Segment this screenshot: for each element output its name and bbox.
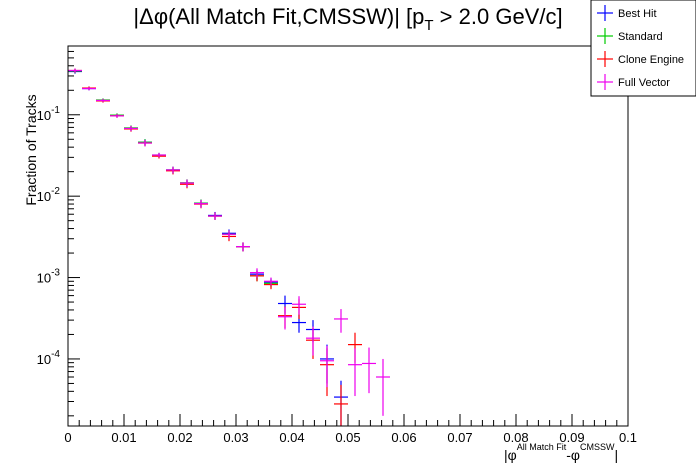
data-point [166,166,180,174]
chart-title: |Δφ(All Match Fit,CMSSW)| [pT > 2.0 GeV/… [133,4,562,34]
data-point [124,125,138,132]
x-tick-label: 0.02 [167,430,192,445]
series-full-vector [68,68,390,416]
x-axis-title-part: |φ [504,447,517,463]
x-axis-title: |φAll Match Fit-φCMSSW| [504,442,618,463]
x-tick-label: 0.08 [503,430,528,445]
x-tick-label: 0 [64,430,71,445]
y-tick-label: 10-1 [37,105,61,123]
legend-label: Full Vector [618,77,670,89]
x-tick-label: 0.05 [335,430,360,445]
data-point [110,114,124,118]
data-point [68,68,82,73]
data-point [180,179,194,187]
x-axis-title-part: | [614,447,618,463]
x-tick-label: 0.06 [391,430,416,445]
data-point [278,307,292,330]
x-tick-label: 0.04 [279,430,304,445]
data-point [222,230,236,239]
data-point [376,358,390,416]
data-point [250,268,264,278]
data-point [306,326,320,356]
y-axis-title: Fraction of Tracks [23,94,39,205]
y-tick-exponent: -2 [51,186,60,197]
data-point [292,296,306,315]
data-point [96,98,110,103]
data-point [264,277,278,286]
x-tick-label: 0.01 [111,430,136,445]
data-point [334,309,348,333]
legend-label: Best Hit [618,8,657,20]
data-layer [68,68,390,426]
legend-label: Clone Engine [618,54,684,66]
data-point [152,152,166,158]
x-axis-title-part: -φ [566,447,580,463]
y-tick-exponent: -3 [51,268,60,279]
x-tick-label: 0.03 [223,430,248,445]
y-tick-base: 10 [37,189,51,204]
legend-entry: Standard [597,28,663,44]
x-tick-label: 0.07 [447,430,472,445]
data-point [348,348,362,397]
legend-box [590,0,696,97]
x-tick-label: 0.09 [559,430,584,445]
data-point [194,199,208,208]
y-tick-base: 10 [37,352,51,367]
data-point [334,384,348,426]
y-tick-base: 10 [37,271,51,286]
data-point [362,347,376,394]
data-point [82,86,96,91]
chart-title-subscript: T [424,17,433,34]
axis-layer: 0 0.01 0.02 0.03 0.04 0.05 0.06 0.07 0.08 0.09 0.1… [37,50,637,445]
x-axis-title-superscript: CMSSW [580,442,615,452]
y-tick-label: 10-3 [37,268,61,286]
chart-title-prefix: |Δφ(All Match Fit,CMSSW)| [p [133,4,424,29]
y-tick-label: 10-2 [37,186,61,204]
data-point [208,212,222,220]
x-axis-title-superscript: All Match Fit [517,442,567,452]
y-tick-base: 10 [37,108,51,123]
y-tick-label: 10-4 [37,349,61,367]
y-tick-exponent: -4 [51,349,60,360]
chart-title-suffix: > 2.0 GeV/c] [434,4,563,29]
data-point [320,345,334,388]
legend-entry: Clone Engine [597,51,684,67]
legend-entry: Full Vector [597,74,670,90]
legend-entry: Best Hit [597,5,657,21]
y-tick-exponent: -1 [51,105,60,116]
legend-label: Standard [618,31,663,43]
legend: Best Hit Standard Clone Engine Full Vector [590,0,696,97]
x-tick-label: 0.1 [619,430,637,445]
data-point [138,139,152,147]
data-point [236,242,250,252]
